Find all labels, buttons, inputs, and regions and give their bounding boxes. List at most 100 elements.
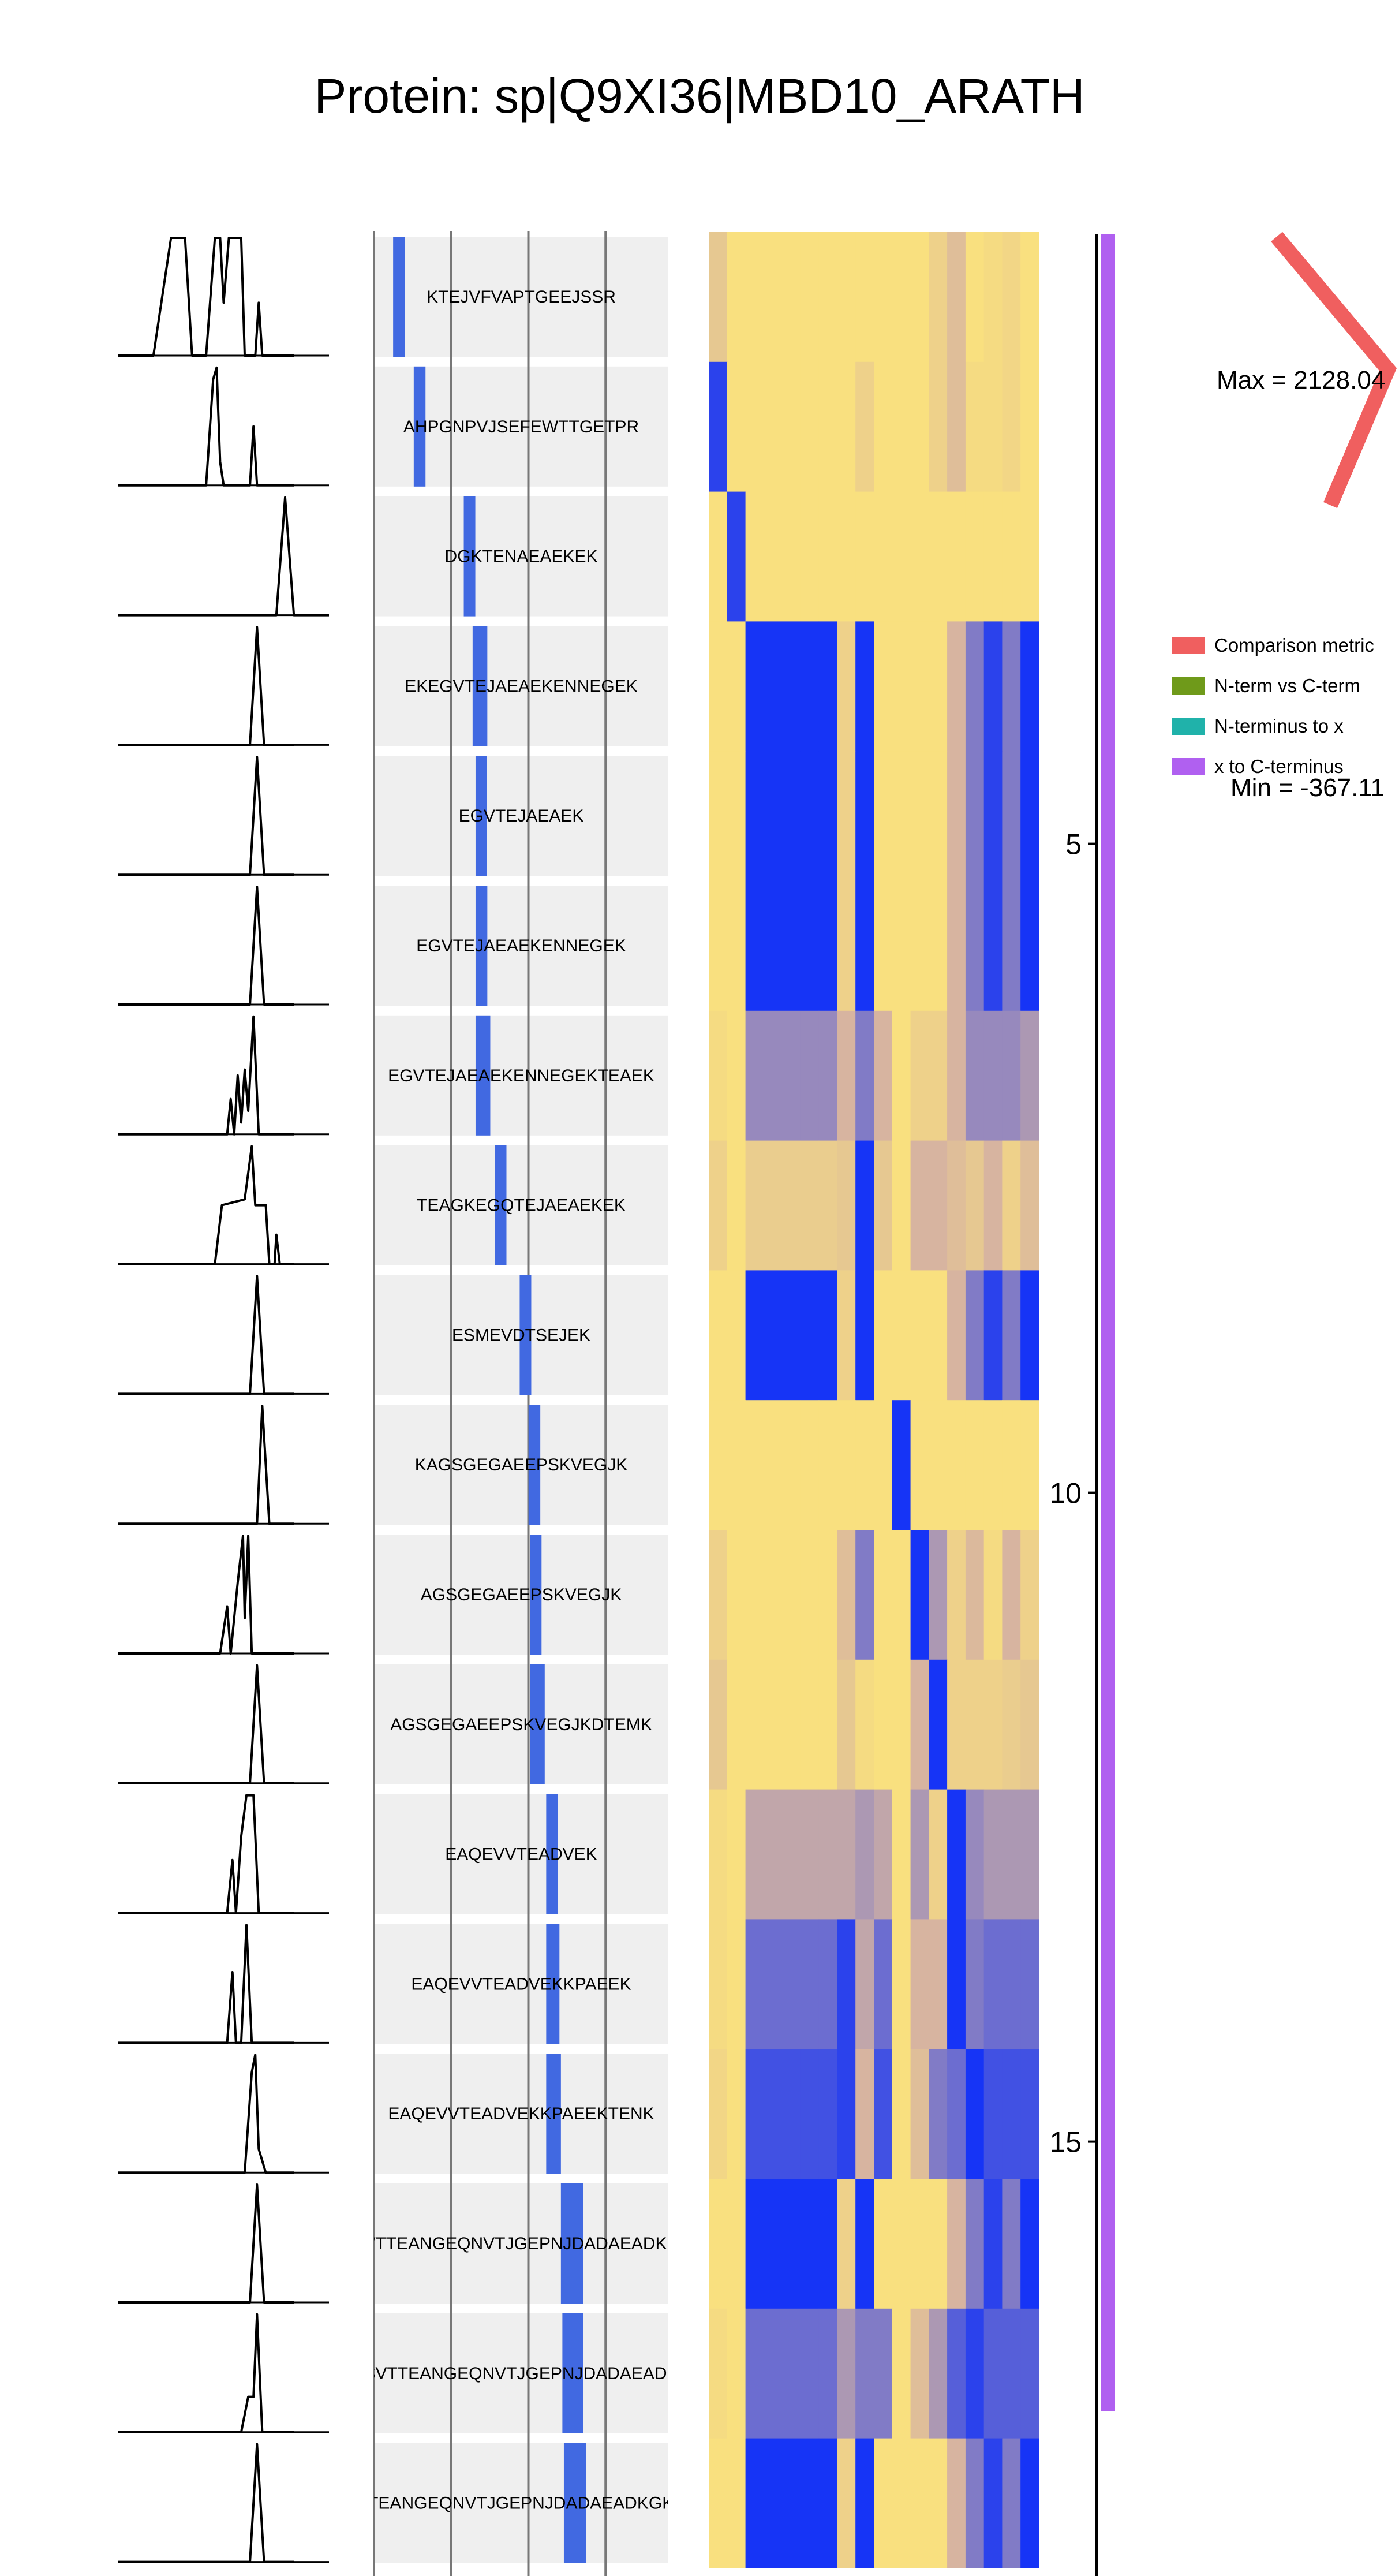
- heatmap-cell: [965, 1789, 985, 1920]
- heatmap-cell: [800, 2049, 820, 2179]
- peptide-bar: [475, 756, 487, 876]
- heatmap-cell: [709, 2049, 728, 2179]
- heatmap-cell: [1002, 1919, 1021, 2049]
- heatmap-cell: [929, 1659, 948, 1790]
- heatmap-cell: [910, 1010, 929, 1141]
- peptide-sequence-label: GSVTTEANGEQNVTJGEPNJDADAEADKG: [350, 2364, 692, 2383]
- peptide-row-bg: [374, 1535, 668, 1655]
- heatmap-cell: [910, 1659, 929, 1790]
- heatmap-cell: [929, 361, 948, 492]
- heatmap-cell: [892, 621, 911, 752]
- position-axis-tick-label: 15: [1049, 2126, 1082, 2159]
- peptide-sequence-label: TEAGKEGQTEJAEAEKEK: [417, 1196, 626, 1215]
- heatmap-cell: [929, 1400, 948, 1530]
- heatmap-cell: [929, 2179, 948, 2309]
- heatmap-cell: [818, 361, 837, 492]
- heatmap-cell: [1020, 2308, 1039, 2439]
- heatmap-cell: [947, 2308, 966, 2439]
- heatmap-cell: [800, 621, 820, 752]
- peptide-row-bg: [374, 1405, 668, 1525]
- heatmap-cell: [965, 621, 985, 752]
- heatmap-cell: [1002, 232, 1021, 363]
- heatmap-cell: [818, 2308, 837, 2439]
- heatmap-cell: [745, 361, 801, 492]
- heatmap-cell: [1020, 1919, 1039, 2049]
- heatmap-cell: [929, 2438, 948, 2568]
- heatmap-cell: [947, 1659, 966, 1790]
- heatmap-cell: [892, 1530, 911, 1660]
- heatmap-cell: [983, 1270, 1003, 1401]
- heatmap-cell: [855, 1140, 874, 1271]
- heatmap-cell: [837, 2049, 856, 2179]
- heatmap-cell: [745, 1919, 801, 2049]
- peptide-row-bg: [374, 2054, 668, 2174]
- heatmap-cell: [800, 1010, 820, 1141]
- heatmap-cell: [983, 2179, 1003, 2309]
- legend-key: [1172, 677, 1205, 695]
- heatmap-cell: [892, 491, 911, 622]
- heatmap-cell: [1020, 361, 1039, 492]
- heatmap-cell: [874, 2049, 893, 2179]
- heatmap-cell: [745, 2049, 801, 2179]
- heatmap-cell: [910, 881, 929, 1011]
- heatmap-cell: [1020, 621, 1039, 752]
- profiles-panel: [118, 237, 329, 2563]
- heatmap-cell: [745, 1140, 801, 1271]
- heatmap-cell: [929, 1919, 948, 2049]
- x-to-c-terminus-bar: [1101, 234, 1115, 2411]
- profile-line: [118, 626, 294, 746]
- heatmap-cell: [983, 2308, 1003, 2439]
- heatmap-cell: [1020, 1010, 1039, 1141]
- heatmap-cell: [965, 1140, 985, 1271]
- legend-label: N-term vs C-term: [1214, 675, 1360, 696]
- profile-line: [118, 1145, 294, 1265]
- heatmap-cell: [800, 1789, 820, 1920]
- heatmap-cell: [709, 491, 728, 622]
- peptide-bar: [546, 1794, 558, 1914]
- peptide-row-bg: [374, 2313, 668, 2433]
- heatmap-cell: [910, 2438, 929, 2568]
- heatmap-cell: [709, 751, 728, 882]
- peptide-row-bg: [374, 1794, 668, 1914]
- heatmap-cell: [818, 2049, 837, 2179]
- profile-line: [118, 2313, 294, 2433]
- heatmap-cell: [837, 621, 856, 752]
- heatmap-cell: [727, 621, 746, 752]
- peptide-bar: [463, 496, 476, 617]
- peptide-bar: [563, 2443, 586, 2563]
- chart-title: Protein: sp|Q9XI36|MBD10_ARATH: [314, 69, 1085, 123]
- heatmap-cell: [837, 1919, 856, 2049]
- heatmap-cell: [983, 1919, 1003, 2049]
- heatmap-cell: [800, 1659, 820, 1790]
- heatmap-cell: [855, 2179, 874, 2309]
- legend-key: [1172, 758, 1205, 775]
- heatmap-cell: [947, 751, 966, 882]
- heatmap-cell: [874, 2438, 893, 2568]
- heatmap-cell: [947, 361, 966, 492]
- heatmap-cell: [837, 361, 856, 492]
- heatmap-cell: [1002, 1530, 1021, 1660]
- heatmap-cell: [818, 2179, 837, 2309]
- heatmap-cell: [910, 2179, 929, 2309]
- heatmap-cell: [965, 1010, 985, 1141]
- heatmap-cell: [910, 1789, 929, 1920]
- heatmap-cell: [745, 621, 801, 752]
- heatmap-cell: [929, 621, 948, 752]
- heatmap-cell: [818, 1140, 837, 1271]
- heatmap-cell: [1002, 361, 1021, 492]
- heatmap-cell: [910, 361, 929, 492]
- heatmap-cell: [892, 1400, 911, 1530]
- heatmap-cell: [709, 1270, 728, 1401]
- heatmap-cell: [983, 751, 1003, 882]
- comparison-metric-min: Min = -367.11: [1230, 774, 1385, 802]
- position-axis-tick-label: 10: [1049, 1477, 1082, 1510]
- heatmap-cell: [929, 2049, 948, 2179]
- profile-line: [118, 1015, 294, 1136]
- heatmap-cell: [1020, 881, 1039, 1011]
- peptide-sequence-label: EGVTEJAEAEKENNEGEKTEAEK: [388, 1066, 654, 1085]
- heatmap-cell: [910, 1270, 929, 1401]
- heatmap-cell: [855, 2049, 874, 2179]
- heatmap-cell: [727, 1270, 746, 1401]
- heatmap-cell: [947, 2179, 966, 2309]
